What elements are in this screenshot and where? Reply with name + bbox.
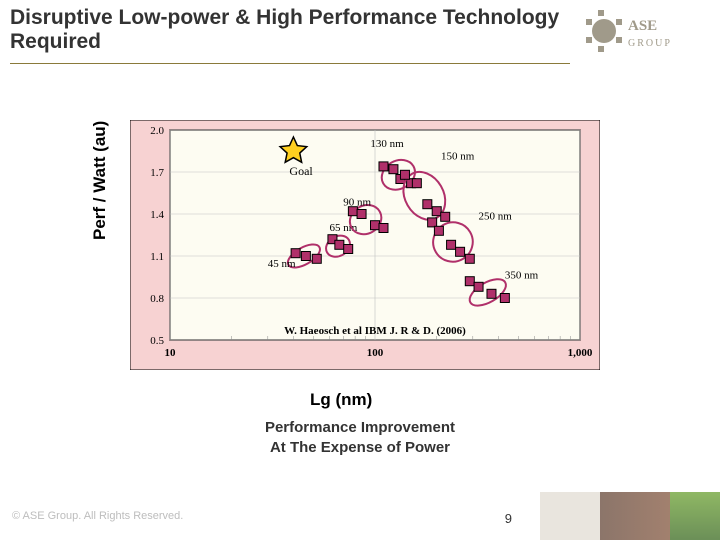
svg-text:ASE: ASE (628, 18, 657, 34)
slide-caption: Performance Improvement At The Expense o… (0, 418, 720, 457)
svg-text:2.0: 2.0 (150, 125, 164, 137)
svg-text:250 nm: 250 nm (479, 211, 513, 223)
caption-line-2: At The Expense of Power (270, 439, 450, 456)
svg-text:1,000: 1,000 (568, 347, 593, 359)
svg-text:130 nm: 130 nm (370, 138, 404, 150)
svg-text:1.4: 1.4 (150, 209, 164, 221)
copyright-text: © ASE Group. All Rights Reserved. (12, 510, 183, 522)
svg-text:150 nm: 150 nm (441, 150, 475, 162)
svg-text:350 nm: 350 nm (505, 269, 539, 281)
footer-decoration (500, 492, 720, 540)
perf-watt-chart: 0.5 0.8 1.1 1.4 1.7 2.0 10 100 1,000 45 nm 65 nm 90… (130, 120, 600, 370)
svg-text:GROUP: GROUP (628, 38, 672, 49)
svg-text:100: 100 (367, 347, 384, 359)
svg-text:0.8: 0.8 (150, 293, 164, 305)
svg-text:0.5: 0.5 (150, 335, 164, 347)
svg-text:Goal: Goal (289, 164, 313, 178)
x-axis-label: Lg (nm) (310, 390, 372, 410)
svg-text:90 nm: 90 nm (343, 197, 371, 209)
svg-text:65 nm: 65 nm (330, 222, 358, 234)
page-title: Disruptive Low-power & High Performance … (10, 6, 570, 54)
svg-text:1.7: 1.7 (150, 167, 164, 179)
svg-text:W. Haeosch et al IBM J. R & D.: W. Haeosch et al IBM J. R & D. (2006) (284, 325, 466, 337)
y-axis-label: Perf / Watt (au) (90, 121, 110, 240)
company-logo: ASE GROUP (586, 8, 706, 54)
svg-text:1.1: 1.1 (150, 251, 164, 263)
title-underline (10, 63, 570, 64)
svg-text:45 nm: 45 nm (268, 258, 296, 270)
caption-line-1: Performance Improvement (265, 419, 455, 436)
svg-text:10: 10 (165, 347, 177, 359)
